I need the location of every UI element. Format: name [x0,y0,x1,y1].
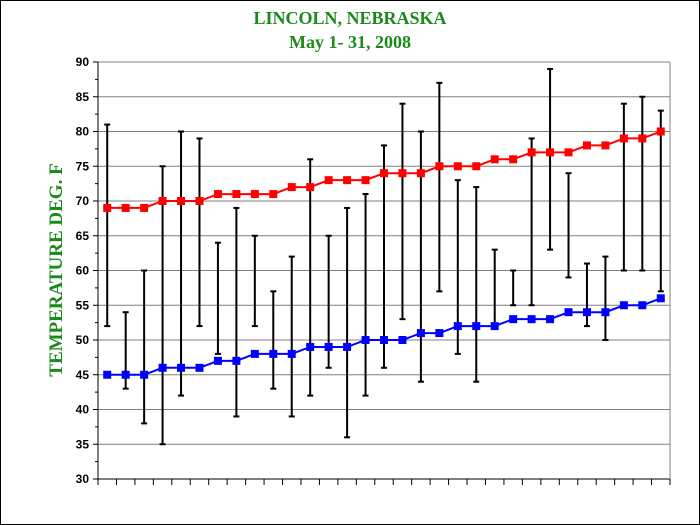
point-normal_low [380,336,388,344]
y-tick-label: 80 [76,125,90,139]
point-normal_high [582,141,591,150]
point-normal_low [416,329,425,338]
point-normal_low [619,301,628,310]
point-normal_high [361,176,370,185]
point-normal_high [527,148,536,157]
point-normal_high [177,197,186,205]
point-normal_low [324,342,333,351]
point-normal_high [324,176,333,185]
point-normal_low [269,349,278,358]
y-tick-label: 30 [76,472,90,486]
point-normal_high [140,203,149,212]
y-tick-label: 40 [76,403,90,417]
point-normal_high [472,162,481,171]
point-normal_low [250,349,259,358]
point-normal_high [250,190,259,199]
point-normal_low [472,322,481,331]
point-normal_high [343,176,352,185]
y-tick-label: 85 [76,90,90,104]
point-normal_low [564,308,573,317]
point-normal_low [435,329,444,338]
point-normal_high [601,141,610,150]
point-normal_low [656,294,665,303]
y-tick-label: 75 [76,159,90,173]
point-normal_high [213,190,222,199]
y-tick-label: 55 [76,298,90,312]
point-normal_low [509,315,518,324]
point-normal_low [213,356,222,365]
point-normal_high [287,183,296,192]
point-normal_low [195,363,204,372]
point-normal_high [546,148,555,157]
y-tick-label: 90 [76,55,90,69]
point-normal_high [416,169,425,178]
point-normal_high [619,134,628,143]
point-normal_low [158,363,167,372]
point-normal_high [380,169,388,178]
point-normal_low [343,342,352,351]
y-tick-label: 45 [76,368,90,382]
point-normal_high [306,183,315,192]
point-normal_high [269,190,278,199]
point-normal_low [638,301,647,310]
point-normal_low [121,370,130,379]
y-tick-label: 65 [76,229,90,243]
y-tick-label: 60 [76,264,90,278]
chart-subtitle: May 1- 31, 2008 [289,32,411,52]
point-normal_high [638,134,647,143]
point-normal_low [546,315,555,324]
point-normal_low [232,356,241,365]
y-tick-label: 35 [76,437,90,451]
point-normal_low [601,308,610,317]
point-normal_low [140,370,149,379]
point-normal_high [398,169,407,178]
point-normal_low [361,336,370,344]
point-normal_high [656,127,665,136]
point-normal_high [509,155,518,164]
point-normal_high [121,203,130,212]
point-normal_low [177,363,186,372]
point-normal_high [435,162,444,171]
y-tick-label: 70 [76,194,90,208]
point-normal_high [564,148,573,157]
point-normal_low [287,349,296,358]
chart-title: LINCOLN, NEBRASKA [253,8,447,28]
point-normal_high [490,155,499,164]
point-normal_low [103,370,112,379]
point-normal_high [103,203,112,212]
point-normal_low [582,308,591,317]
y-tick-label: 50 [76,333,90,347]
point-normal_high [232,190,241,199]
point-normal_high [158,197,167,205]
point-normal_low [398,336,407,344]
point-normal_low [453,322,462,331]
point-normal_high [453,162,462,171]
point-normal_low [490,322,499,331]
point-normal_low [306,342,315,351]
point-normal_low [527,315,536,324]
point-normal_high [195,197,204,205]
